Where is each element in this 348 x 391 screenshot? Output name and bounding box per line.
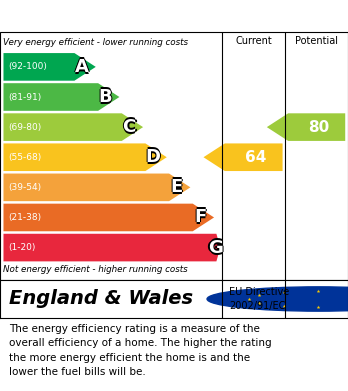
Polygon shape bbox=[204, 143, 283, 171]
Text: England & Wales: England & Wales bbox=[9, 289, 193, 308]
Text: E: E bbox=[172, 178, 184, 196]
Text: C: C bbox=[122, 116, 136, 134]
Text: E: E bbox=[171, 180, 183, 198]
Text: G: G bbox=[208, 239, 222, 256]
Text: Energy Efficiency Rating: Energy Efficiency Rating bbox=[9, 9, 230, 23]
Text: The energy efficiency rating is a measure of the
overall efficiency of a home. T: The energy efficiency rating is a measur… bbox=[9, 324, 271, 377]
Text: A: A bbox=[75, 58, 89, 76]
Text: D: D bbox=[145, 150, 160, 168]
Text: (39-54): (39-54) bbox=[9, 183, 42, 192]
Text: (21-38): (21-38) bbox=[9, 213, 42, 222]
Text: A: A bbox=[74, 58, 88, 76]
Text: D: D bbox=[144, 148, 159, 166]
Text: E: E bbox=[171, 176, 183, 194]
Text: F: F bbox=[194, 206, 206, 224]
Text: C: C bbox=[124, 118, 137, 136]
Text: D: D bbox=[145, 146, 160, 164]
Polygon shape bbox=[3, 83, 119, 111]
Text: Very energy efficient - lower running costs: Very energy efficient - lower running co… bbox=[3, 38, 189, 47]
Text: 64: 64 bbox=[245, 150, 267, 165]
Polygon shape bbox=[3, 53, 96, 81]
Text: Not energy efficient - higher running costs: Not energy efficient - higher running co… bbox=[3, 265, 188, 274]
Text: (55-68): (55-68) bbox=[9, 153, 42, 162]
Polygon shape bbox=[3, 174, 190, 201]
Text: EU Directive: EU Directive bbox=[229, 287, 289, 297]
Polygon shape bbox=[3, 113, 143, 141]
Text: A: A bbox=[75, 60, 89, 78]
Polygon shape bbox=[3, 204, 214, 231]
Text: E: E bbox=[169, 178, 182, 196]
Text: D: D bbox=[145, 148, 160, 166]
Text: (92-100): (92-100) bbox=[9, 63, 48, 72]
Text: B: B bbox=[99, 90, 112, 108]
Text: (69-80): (69-80) bbox=[9, 123, 42, 132]
Text: C: C bbox=[122, 118, 136, 136]
Text: C: C bbox=[122, 120, 136, 138]
Polygon shape bbox=[3, 234, 220, 261]
Text: F: F bbox=[194, 210, 206, 228]
Text: B: B bbox=[99, 86, 112, 104]
Text: G: G bbox=[208, 237, 222, 255]
Text: Current: Current bbox=[235, 36, 272, 46]
Polygon shape bbox=[267, 113, 345, 141]
Polygon shape bbox=[3, 143, 167, 171]
Text: B: B bbox=[99, 88, 112, 106]
Text: Potential: Potential bbox=[295, 36, 338, 46]
Text: A: A bbox=[76, 58, 90, 76]
Text: G: G bbox=[209, 239, 223, 256]
Text: D: D bbox=[147, 148, 161, 166]
Text: G: G bbox=[207, 239, 221, 256]
Text: A: A bbox=[75, 56, 89, 74]
Text: E: E bbox=[171, 178, 183, 196]
Text: B: B bbox=[100, 88, 113, 106]
Text: 80: 80 bbox=[308, 120, 330, 135]
Text: F: F bbox=[195, 208, 207, 226]
Text: (81-91): (81-91) bbox=[9, 93, 42, 102]
Text: B: B bbox=[98, 88, 111, 106]
Text: F: F bbox=[194, 208, 206, 226]
Text: C: C bbox=[121, 118, 135, 136]
Text: F: F bbox=[193, 208, 205, 226]
Text: (1-20): (1-20) bbox=[9, 243, 36, 252]
Circle shape bbox=[207, 287, 348, 311]
Text: 2002/91/EC: 2002/91/EC bbox=[229, 301, 285, 311]
Text: G: G bbox=[208, 240, 222, 258]
